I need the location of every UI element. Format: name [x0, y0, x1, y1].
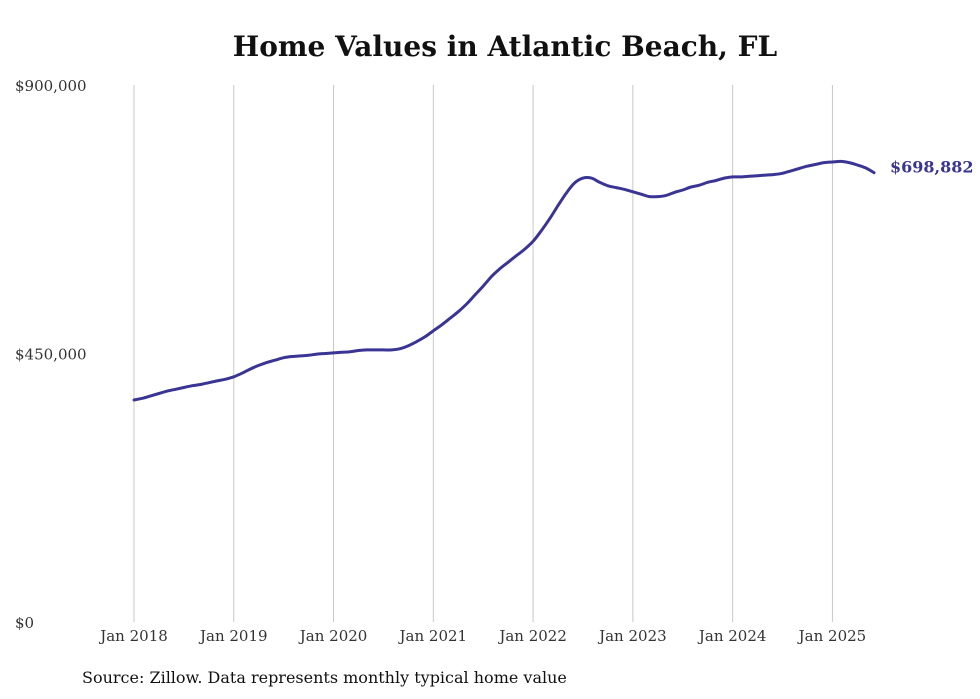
end-value-label: $698,882 [890, 158, 974, 177]
x-tick-label: Jan 2019 [198, 627, 268, 645]
y-tick-label: $450,000 [15, 346, 87, 364]
chart-source-note: Source: Zillow. Data represents monthly … [82, 668, 567, 687]
end-label-layer: $698,882 [890, 158, 974, 177]
x-tick-label: Jan 2021 [398, 627, 468, 645]
chart-title: Home Values in Atlantic Beach, FL [232, 30, 778, 63]
y-tick-label: $0 [15, 614, 34, 632]
x-tick-label: Jan 2020 [298, 627, 368, 645]
x-axis: Jan 2018 Jan 2019 Jan 2020 Jan 2021 Jan 2022… [98, 627, 866, 645]
y-axis: $0 $450,000 $900,000 [15, 77, 87, 632]
x-tick-label: Jan 2023 [597, 627, 667, 645]
x-tick-label: Jan 2024 [697, 627, 767, 645]
y-tick-label: $900,000 [15, 77, 87, 95]
x-tick-label: Jan 2025 [797, 627, 867, 645]
x-tick-label: Jan 2022 [497, 627, 567, 645]
x-tick-label: Jan 2018 [98, 627, 168, 645]
line-chart: $0$450,000$900,000 Jan 2018 Jan 2019 Jan 2… [15, 77, 974, 645]
series-line-home-value [132, 159, 876, 402]
series-layer [132, 159, 876, 402]
grid-lines [133, 85, 833, 622]
